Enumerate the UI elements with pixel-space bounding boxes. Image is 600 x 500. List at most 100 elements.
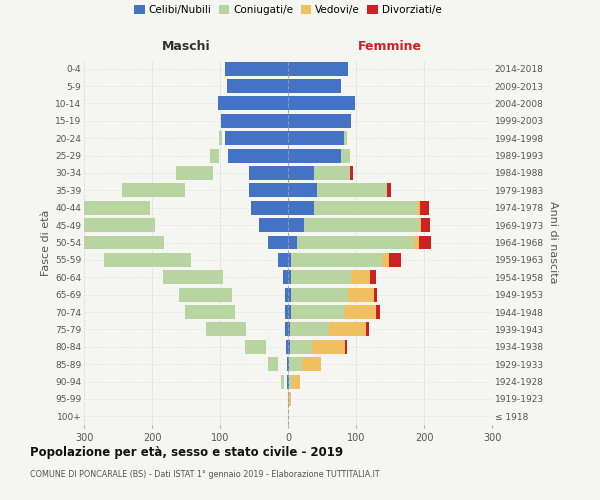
Bar: [259, 340, 262, 353]
Bar: [206, 322, 246, 336]
Bar: [283, 270, 288, 284]
Bar: [304, 218, 419, 232]
Bar: [122, 184, 185, 198]
Bar: [292, 288, 348, 302]
Bar: [136, 201, 143, 214]
Bar: [289, 392, 291, 406]
Bar: [268, 357, 278, 371]
Bar: [179, 184, 182, 198]
Bar: [290, 340, 313, 353]
Bar: [185, 305, 235, 319]
Bar: [268, 236, 288, 250]
Bar: [420, 201, 429, 214]
Bar: [208, 166, 211, 180]
Bar: [208, 270, 214, 284]
Bar: [288, 392, 289, 406]
Bar: [292, 374, 300, 388]
Bar: [287, 357, 288, 371]
Bar: [382, 253, 389, 267]
Bar: [245, 340, 266, 353]
Bar: [288, 374, 289, 388]
Bar: [297, 236, 414, 250]
Bar: [223, 305, 226, 319]
Text: Maschi: Maschi: [161, 40, 211, 52]
Bar: [216, 270, 220, 284]
Bar: [251, 201, 288, 214]
Bar: [419, 236, 431, 250]
Bar: [165, 253, 177, 267]
Bar: [211, 148, 220, 162]
Bar: [278, 253, 288, 267]
Bar: [314, 201, 417, 214]
Bar: [288, 96, 355, 110]
Bar: [288, 79, 341, 93]
Bar: [387, 184, 391, 198]
Bar: [52, 218, 155, 232]
Bar: [291, 305, 344, 319]
Y-axis label: Anni di nascita: Anni di nascita: [548, 201, 558, 284]
Bar: [221, 288, 225, 302]
Bar: [285, 322, 288, 336]
Bar: [179, 288, 232, 302]
Bar: [259, 218, 288, 232]
Bar: [314, 166, 350, 180]
Bar: [288, 236, 297, 250]
Bar: [163, 270, 223, 284]
Bar: [288, 288, 292, 302]
Bar: [288, 357, 289, 371]
Bar: [288, 305, 291, 319]
Bar: [344, 132, 347, 145]
Bar: [288, 253, 292, 267]
Bar: [176, 166, 212, 180]
Bar: [370, 270, 376, 284]
Text: COMUNE DI PONCARALE (BS) - Dati ISTAT 1° gennaio 2019 - Elaborazione TUTTITALIA.: COMUNE DI PONCARALE (BS) - Dati ISTAT 1°…: [30, 470, 380, 479]
Bar: [345, 340, 347, 353]
Y-axis label: Fasce di età: Fasce di età: [41, 210, 51, 276]
Bar: [292, 270, 351, 284]
Bar: [288, 270, 292, 284]
Bar: [417, 201, 420, 214]
Bar: [365, 322, 369, 336]
Bar: [414, 236, 419, 250]
Bar: [288, 166, 314, 180]
Bar: [288, 132, 344, 145]
Bar: [351, 270, 370, 284]
Bar: [281, 374, 284, 388]
Bar: [227, 79, 288, 93]
Text: Popolazione per età, sesso e stato civile - 2019: Popolazione per età, sesso e stato civil…: [30, 446, 343, 459]
Bar: [225, 288, 228, 302]
Bar: [341, 148, 350, 162]
Bar: [281, 374, 283, 388]
Bar: [152, 218, 154, 232]
Bar: [288, 322, 290, 336]
Bar: [290, 322, 329, 336]
Text: Femmine: Femmine: [358, 40, 422, 52]
Bar: [350, 166, 353, 180]
Bar: [289, 374, 292, 388]
Bar: [287, 374, 288, 388]
Bar: [292, 253, 382, 267]
Bar: [302, 357, 320, 371]
Bar: [286, 340, 288, 353]
Bar: [288, 62, 348, 76]
Bar: [284, 288, 288, 302]
Bar: [419, 218, 421, 232]
Bar: [288, 148, 341, 162]
Bar: [130, 218, 142, 232]
Bar: [187, 253, 190, 267]
Bar: [224, 305, 230, 319]
Bar: [289, 357, 302, 371]
Bar: [329, 322, 365, 336]
Bar: [221, 114, 288, 128]
Bar: [374, 288, 377, 302]
Bar: [104, 253, 191, 267]
Bar: [271, 357, 274, 371]
Bar: [348, 288, 374, 302]
Bar: [248, 166, 288, 180]
Bar: [225, 62, 288, 76]
Bar: [49, 201, 150, 214]
Bar: [288, 201, 314, 214]
Bar: [248, 184, 288, 198]
Bar: [288, 218, 304, 232]
Bar: [389, 253, 401, 267]
